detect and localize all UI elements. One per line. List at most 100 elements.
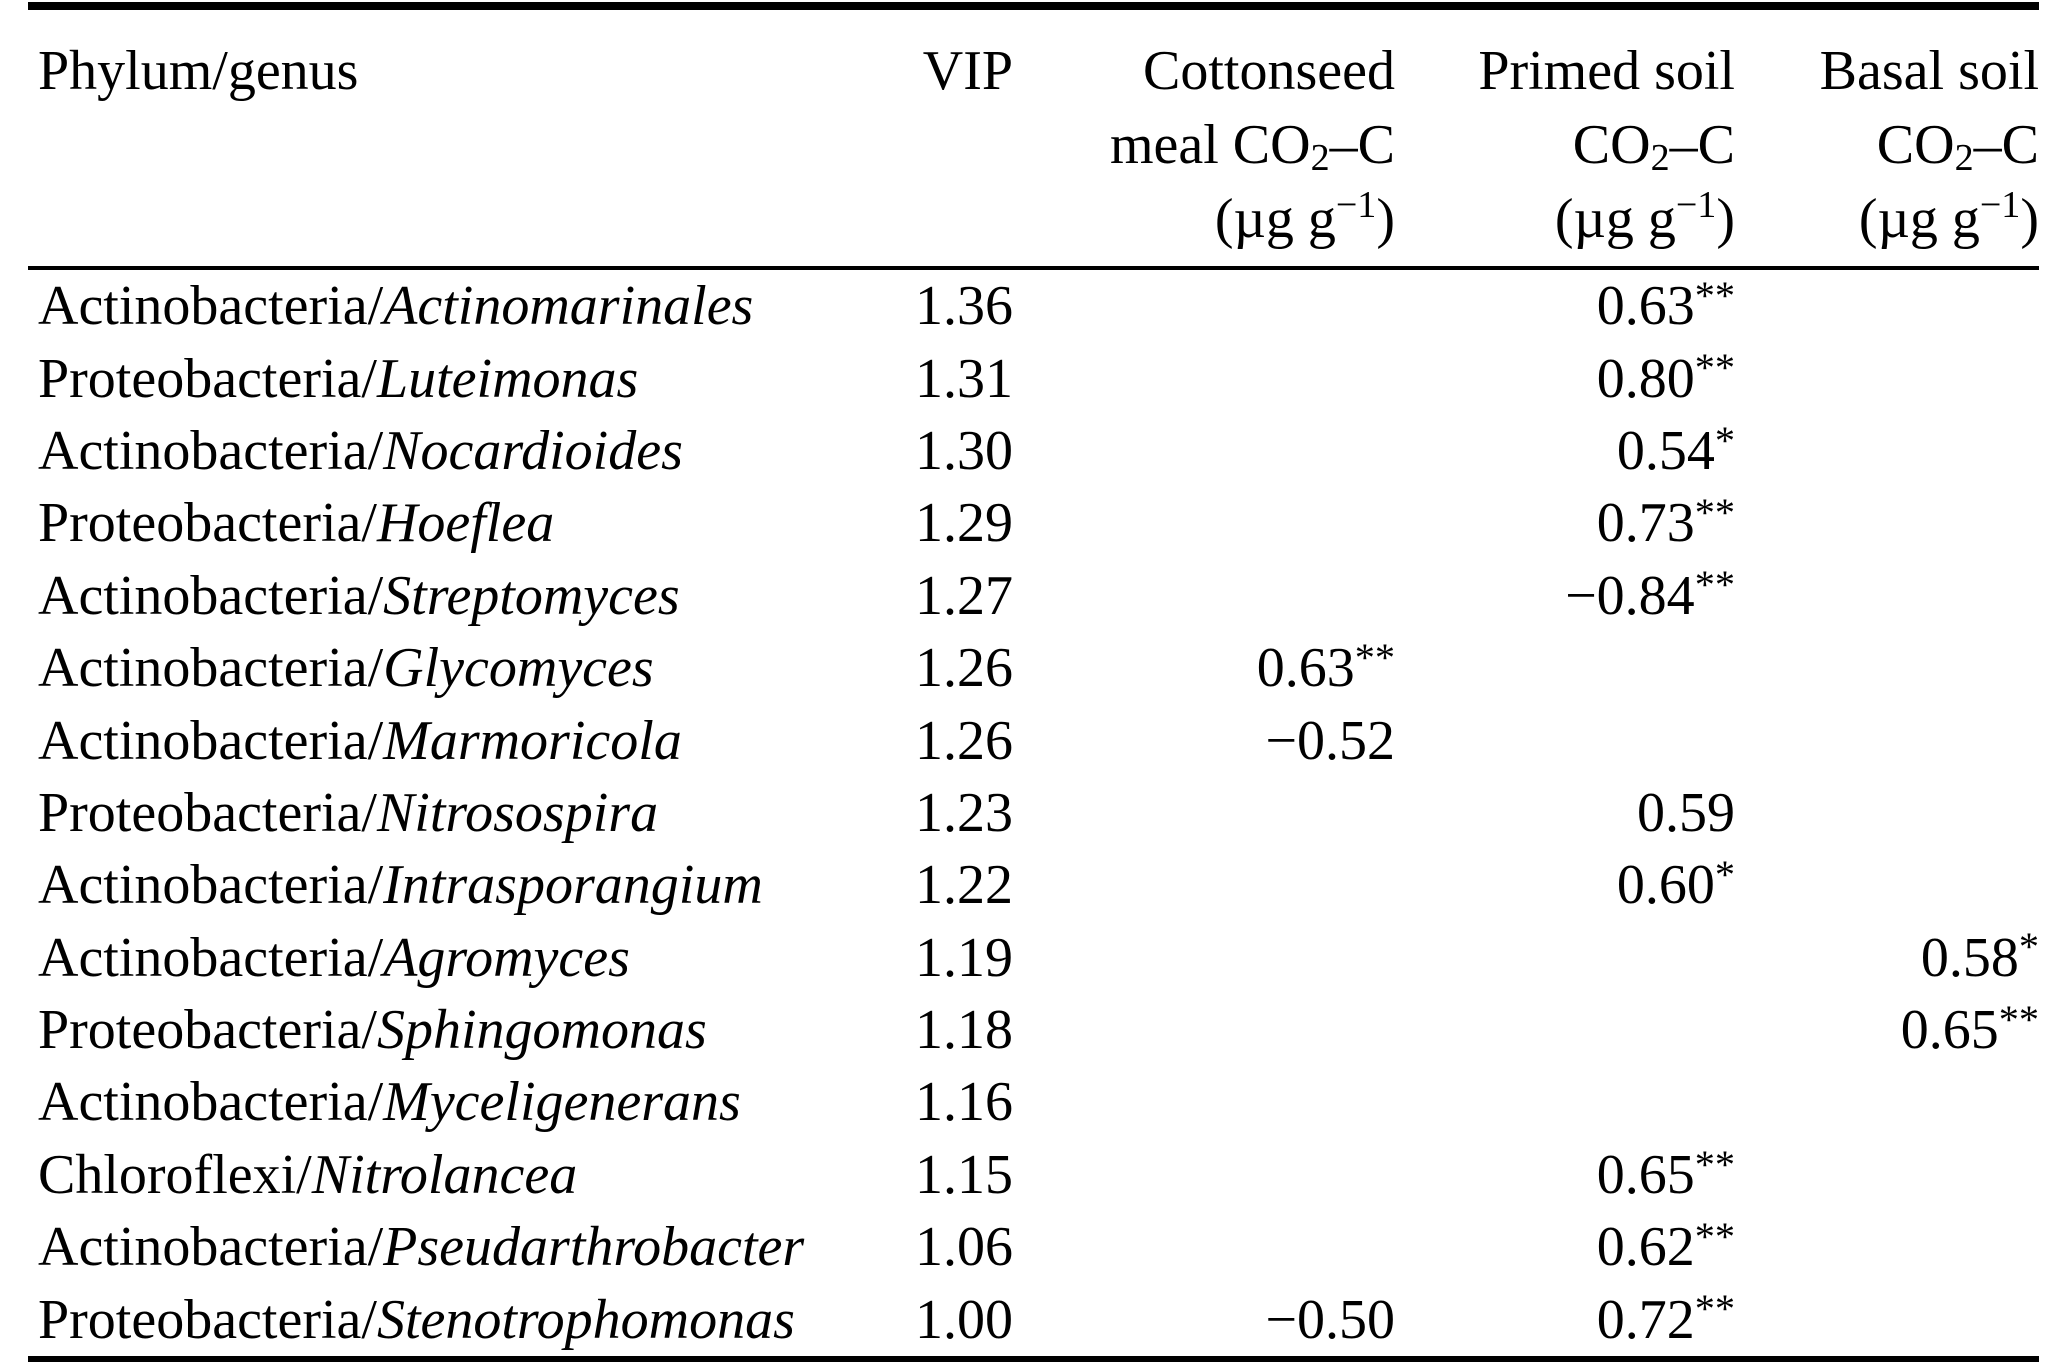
cell-primed-soil-co2c	[1395, 922, 1735, 994]
co2c-text: CO	[1876, 114, 1955, 176]
cell-vip: 1.36	[915, 275, 1013, 338]
phylum-label: Actinobacteria/	[38, 275, 384, 338]
table-row: Proteobacteria/Sphingomonas 1.18 0.65**	[28, 994, 2039, 1066]
significance-stars: **	[1694, 490, 1735, 536]
table-row: Actinobacteria/Glycomyces 1.26 0.63**	[28, 632, 2039, 704]
phylum-label: Proteobacteria/	[38, 492, 377, 555]
significance-stars: **	[1998, 996, 2039, 1042]
cell-basal-soil-co2c: 0.65**	[1735, 994, 2039, 1066]
cell-phylum-genus: Actinobacteria/Nocardioides	[28, 415, 913, 487]
cell-vip: 1.27	[915, 564, 1013, 627]
correlation-value: 0.60	[1616, 854, 1715, 917]
cell-primed-soil-co2c	[1395, 1066, 1735, 1138]
cell-primed-soil-co2c: 0.65**	[1395, 1139, 1735, 1211]
genus-label: Intrasporangium	[383, 854, 763, 917]
phylum-label: Proteobacteria/	[38, 781, 377, 844]
cell-phylum-genus: Proteobacteria/Sphingomonas	[28, 994, 913, 1066]
co2c-dash-c: –C	[1669, 114, 1735, 176]
genus-label: Glycomyces	[383, 637, 654, 700]
significance-stars: *	[1714, 417, 1735, 463]
cell-phylum-genus: Proteobacteria/Luteimonas	[28, 342, 913, 414]
cottonseed-header-unit: (µg g−1)	[1013, 182, 1395, 256]
significance-stars: **	[1694, 272, 1735, 318]
cell-phylum-genus: Actinobacteria/Glycomyces	[28, 632, 913, 704]
significance-stars: **	[1694, 345, 1735, 391]
cell-basal-soil-co2c	[1735, 342, 2039, 414]
cell-basal-soil-co2c	[1735, 560, 2039, 632]
cottonseed-header-line1: Cottonseed	[1143, 40, 1395, 102]
cell-vip: 1.16	[915, 1071, 1013, 1134]
co2-subscript: 2	[1310, 136, 1330, 179]
cell-cottonseed-co2c	[1013, 922, 1395, 994]
cell-basal-soil-co2c	[1735, 632, 2039, 704]
cell-phylum-genus: Actinobacteria/Intrasporangium	[28, 849, 913, 921]
table-row: Chloroflexi/Nitrolancea 1.15 0.65**	[28, 1139, 2039, 1211]
cell-cottonseed-co2c	[1013, 777, 1395, 849]
phylum-label: Actinobacteria/	[38, 854, 384, 917]
cell-basal-soil-co2c	[1735, 704, 2039, 776]
table-row: Actinobacteria/Marmoricola 1.26 −0.52	[28, 704, 2039, 776]
cell-vip: 1.31	[915, 347, 1013, 410]
cell-cottonseed-co2c	[1013, 487, 1395, 559]
cell-basal-soil-co2c	[1735, 849, 2039, 921]
cell-phylum-genus: Proteobacteria/Hoeflea	[28, 487, 913, 559]
correlation-value: −0.50	[1265, 1288, 1395, 1351]
primed-header-line1: Primed soil	[1478, 40, 1735, 102]
table-row: Proteobacteria/Hoeflea 1.29 0.73**	[28, 487, 2039, 559]
cell-basal-soil-co2c	[1735, 1139, 2039, 1211]
correlation-value: 0.58	[1920, 926, 2019, 989]
cell-cottonseed-co2c	[1013, 342, 1395, 414]
table-row: Actinobacteria/Intrasporangium 1.22 0.60*	[28, 849, 2039, 921]
unit-close-paren: )	[2020, 188, 2039, 250]
correlation-value: 0.63	[1596, 275, 1695, 338]
cell-basal-soil-co2c	[1735, 777, 2039, 849]
genus-label: Nitrolancea	[311, 1143, 578, 1206]
table-row: Proteobacteria/Nitrosospira 1.23 0.59	[28, 777, 2039, 849]
cell-phylum-genus: Actinobacteria/Streptomyces	[28, 560, 913, 632]
cell-primed-soil-co2c: 0.73**	[1395, 487, 1735, 559]
co2c-text: CO	[1572, 114, 1651, 176]
phylum-label: Actinobacteria/	[38, 709, 384, 772]
correlation-value: 0.59	[1637, 781, 1735, 844]
col-header-primed-soil: Primed soil CO2–C (µg g−1)	[1395, 10, 1735, 268]
cell-primed-soil-co2c	[1395, 994, 1735, 1066]
cell-vip: 1.29	[915, 492, 1013, 555]
correlation-value: 0.63	[1256, 637, 1355, 700]
correlation-value: −0.84	[1565, 564, 1695, 627]
genus-label: Nitrosospira	[376, 781, 659, 844]
correlation-value: 0.54	[1616, 419, 1715, 482]
phylum-label: Proteobacteria/	[38, 999, 377, 1062]
cell-vip: 1.22	[915, 854, 1013, 917]
table-row: Actinobacteria/Agromyces 1.19 0.58*	[28, 922, 2039, 994]
co2-subscript: 2	[1954, 136, 1974, 179]
phylum-label: Proteobacteria/	[38, 347, 377, 410]
significance-stars: *	[1714, 852, 1735, 897]
header-row: Phylum/genus VIP Cottonseed meal CO2–C (…	[28, 10, 2039, 268]
table-row: Actinobacteria/Pseudarthrobacter 1.06 0.62…	[28, 1211, 2039, 1283]
vip-header-label: VIP	[922, 40, 1013, 102]
cell-vip: 1.00	[915, 1288, 1013, 1351]
cottonseed-header-line2: meal CO2–C	[1013, 108, 1395, 182]
cell-cottonseed-co2c	[1013, 849, 1395, 921]
cell-cottonseed-co2c	[1013, 415, 1395, 487]
co2c-dash-c: –C	[1973, 114, 2039, 176]
co2c-text: meal CO	[1109, 114, 1311, 176]
genus-label: Sphingomonas	[376, 999, 707, 1062]
cell-primed-soil-co2c: 0.54*	[1395, 415, 1735, 487]
cell-primed-soil-co2c: 0.63**	[1395, 268, 1735, 342]
genus-label: Stenotrophomonas	[376, 1288, 795, 1351]
cell-vip: 1.18	[915, 999, 1013, 1062]
genus-label: Pseudarthrobacter	[383, 1216, 805, 1279]
genus-label: Nocardioides	[383, 419, 683, 482]
cell-vip: 1.06	[915, 1216, 1013, 1279]
genus-label: Hoeflea	[376, 492, 555, 555]
correlation-value: 0.62	[1596, 1216, 1695, 1279]
phylum-label: Actinobacteria/	[38, 419, 384, 482]
table-row: Proteobacteria/Luteimonas 1.31 0.80**	[28, 342, 2039, 414]
unit-text: (µg g	[1214, 188, 1336, 250]
basal-header-unit: (µg g−1)	[1735, 182, 2039, 256]
cell-phylum-genus: Actinobacteria/Pseudarthrobacter	[28, 1211, 913, 1283]
significance-stars: **	[1694, 1141, 1735, 1187]
cell-primed-soil-co2c	[1395, 632, 1735, 704]
cell-primed-soil-co2c: 0.59	[1395, 777, 1735, 849]
